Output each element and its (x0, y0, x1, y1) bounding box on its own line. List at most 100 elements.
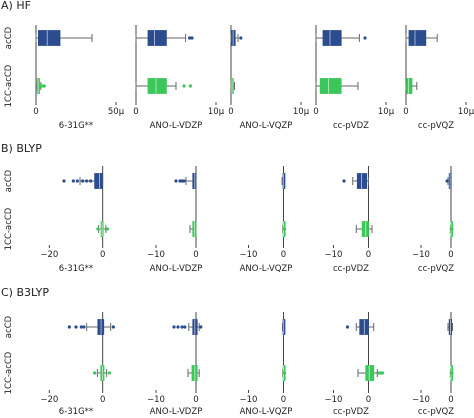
tick-label: 10μ (458, 107, 474, 117)
basis-label: cc-pVQZ (418, 407, 454, 417)
outlier-point (105, 227, 110, 231)
tick-label: −10 (240, 250, 258, 260)
outlier-point (345, 325, 350, 329)
outlier-point (176, 325, 180, 329)
box-acCD (356, 173, 368, 189)
outlier-point (67, 325, 71, 329)
tick-label: 0 (366, 250, 371, 260)
basis-label: 6-31G** (59, 121, 93, 131)
tick-label: 0 (193, 250, 198, 260)
tick-label: −10 (147, 250, 165, 260)
tick-label: 0 (133, 107, 138, 117)
outlier-point (107, 371, 111, 375)
outlier-point (79, 325, 83, 329)
tick-label: 0 (100, 395, 105, 405)
row-label-acCD: acCD (4, 26, 14, 49)
box-acCD (408, 30, 427, 46)
outlier-point (282, 227, 287, 231)
tick-label: 0 (228, 107, 233, 117)
outlier-point (199, 325, 203, 329)
outlier-point (380, 371, 385, 375)
row-label-1CC-acCD: 1CC-acCD (4, 64, 14, 107)
box-acCD (147, 30, 167, 46)
outlier-point (89, 179, 93, 183)
outlier-point (188, 84, 192, 88)
outlier-point (174, 179, 178, 183)
outlier-point (62, 179, 66, 183)
basis-label: ANO-L-VQZP (240, 264, 293, 274)
outlier-point (445, 179, 449, 183)
outlier-point (75, 179, 79, 183)
basis-label: ANO-L-VDZP (150, 121, 203, 131)
tick-label: −10 (325, 395, 343, 405)
box-acCD (192, 173, 197, 189)
tick-label: 50μ (108, 107, 125, 117)
tick-label: −10 (240, 395, 258, 405)
outlier-point (96, 227, 100, 231)
box-1CC-acCD (147, 78, 167, 94)
outlier-point (74, 325, 78, 329)
basis-label: 6-31G** (59, 264, 93, 274)
panel-label: C) B3LYP (1, 286, 49, 299)
basis-label: ANO-L-VDZP (150, 407, 203, 417)
basis-label: cc-pVQZ (418, 264, 454, 274)
row-label-acCD: acCD (4, 169, 14, 192)
row-label-acCD: acCD (4, 315, 14, 338)
outlier-point (93, 371, 97, 375)
box-acCD (94, 173, 103, 189)
outlier-point (182, 179, 186, 183)
basis-label: ANO-L-VDZP (150, 264, 203, 274)
outlier-point (71, 179, 75, 183)
tick-label: 0 (281, 250, 286, 260)
outlier-point (450, 371, 454, 375)
outlier-point (190, 36, 194, 40)
outlier-point (38, 84, 43, 88)
outlier-point (111, 325, 115, 329)
panel-label: B) BLYP (1, 142, 42, 155)
tick-label: 0 (281, 395, 286, 405)
outlier-point (239, 36, 243, 40)
box-1CC-acCD (319, 78, 342, 94)
panel-label: A) HF (1, 0, 31, 12)
tick-label: 0 (100, 250, 105, 260)
box-1CC-acCD (406, 78, 413, 94)
basis-label: cc-pVDZ (333, 121, 369, 131)
outlier-point (85, 179, 89, 183)
basis-label: cc-pVDZ (333, 407, 369, 417)
outlier-point (182, 84, 186, 88)
tick-label: 0 (33, 107, 38, 117)
basis-label: ANO-L-VQZP (240, 121, 293, 131)
tick-label: −10 (412, 250, 430, 260)
box-acCD (38, 30, 61, 46)
outlier-point (180, 325, 184, 329)
tick-label: −10 (325, 250, 343, 260)
basis-label: cc-pVQZ (418, 121, 454, 131)
outlier-point (342, 179, 346, 183)
outlier-point (172, 325, 176, 329)
outlier-point (82, 325, 86, 329)
outlier-point (183, 325, 187, 329)
basis-label: ANO-L-VQZP (240, 407, 293, 417)
tick-label: 10μ (208, 107, 225, 117)
tick-label: 0 (313, 107, 318, 117)
tick-label: −20 (40, 395, 58, 405)
basis-label: 6-31G** (59, 407, 93, 417)
tick-label: −10 (147, 395, 165, 405)
outlier-point (363, 36, 367, 40)
tick-label: 0 (403, 107, 408, 117)
tick-label: 10μ (293, 107, 310, 117)
outlier-point (450, 227, 454, 231)
basis-label: cc-pVDZ (333, 264, 369, 274)
tick-label: 0 (448, 395, 453, 405)
outlier-point (81, 179, 85, 183)
box-1CC-acCD (365, 365, 375, 381)
row-label-1CC-acCD: 1CC-acCD (4, 351, 14, 394)
tick-label: 10μ (378, 107, 395, 117)
outlier-point (282, 371, 287, 375)
box-acCD (322, 30, 342, 46)
outlier-point (188, 36, 192, 40)
tick-label: −10 (412, 395, 430, 405)
outlier-point (42, 84, 46, 88)
tick-label: 0 (448, 250, 453, 260)
